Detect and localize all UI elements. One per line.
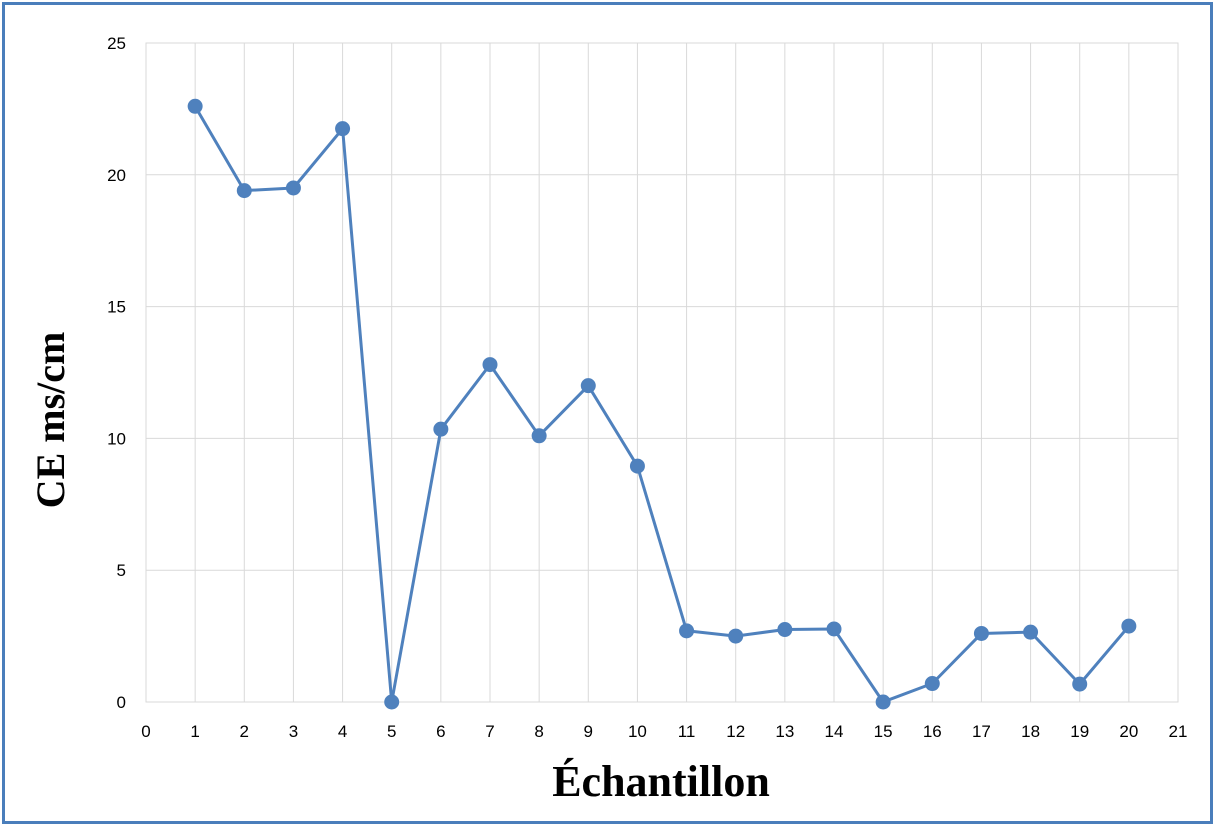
series-line xyxy=(193,105,1131,704)
x-tick-label: 20 xyxy=(1119,722,1138,741)
data-point xyxy=(973,625,989,641)
data-point xyxy=(826,621,842,637)
y-tick-label: 10 xyxy=(107,429,126,448)
x-tick-label: 16 xyxy=(923,722,942,741)
series-layer xyxy=(187,98,1137,710)
data-point xyxy=(679,623,695,639)
data-point xyxy=(384,694,400,710)
x-tick-label: 14 xyxy=(825,722,844,741)
data-point xyxy=(924,676,940,692)
x-tick-label: 10 xyxy=(628,722,647,741)
data-point xyxy=(187,98,203,114)
plot-area xyxy=(145,42,1179,703)
x-tick-label: 11 xyxy=(678,722,696,741)
x-axis-title: Échantillon xyxy=(552,757,770,806)
data-point xyxy=(236,183,252,199)
data-point xyxy=(531,428,547,444)
y-tick-label: 0 xyxy=(117,693,126,712)
data-point xyxy=(629,458,645,474)
y-axis-title: CE ms/cm xyxy=(28,332,73,509)
x-tick-label: 19 xyxy=(1070,722,1089,741)
x-tick-label: 4 xyxy=(338,722,347,741)
data-point xyxy=(728,628,744,644)
x-tick-label: 2 xyxy=(240,722,249,741)
x-tick-label: 0 xyxy=(141,722,150,741)
data-point xyxy=(777,622,793,638)
data-point xyxy=(285,180,301,196)
x-tick-label: 12 xyxy=(726,722,745,741)
data-point xyxy=(433,421,449,437)
x-tick-label: 15 xyxy=(874,722,893,741)
data-point xyxy=(580,378,596,394)
x-tick-label: 13 xyxy=(775,722,794,741)
y-axis-tick-labels: 0 5 10 15 20 25 xyxy=(107,34,126,712)
x-tick-label: 3 xyxy=(289,722,298,741)
x-tick-label: 18 xyxy=(1021,722,1040,741)
y-tick-label: 20 xyxy=(107,166,126,185)
data-point xyxy=(1121,618,1137,634)
y-tick-label: 5 xyxy=(117,561,126,580)
y-tick-label: 25 xyxy=(107,34,126,53)
data-point xyxy=(482,357,498,373)
x-tick-label: 9 xyxy=(584,722,593,741)
x-tick-label: 21 xyxy=(1169,722,1188,741)
plot-border xyxy=(145,42,1179,703)
x-tick-label: 17 xyxy=(972,722,991,741)
x-tick-label: 7 xyxy=(485,722,494,741)
x-tick-label: 5 xyxy=(387,722,396,741)
x-axis-tick-labels: 0 1 2 3 4 5 6 7 8 9 10 11 12 13 14 15 16 17 18 19 20 21 xyxy=(141,722,1187,741)
data-point xyxy=(1072,676,1088,692)
x-tick-label: 8 xyxy=(534,722,543,741)
x-tick-label: 1 xyxy=(190,722,199,741)
x-tick-label: 6 xyxy=(436,722,445,741)
gridlines xyxy=(146,43,1178,702)
y-tick-label: 15 xyxy=(107,298,126,317)
data-point xyxy=(1023,624,1039,640)
data-point xyxy=(875,694,891,710)
data-point xyxy=(335,121,351,137)
